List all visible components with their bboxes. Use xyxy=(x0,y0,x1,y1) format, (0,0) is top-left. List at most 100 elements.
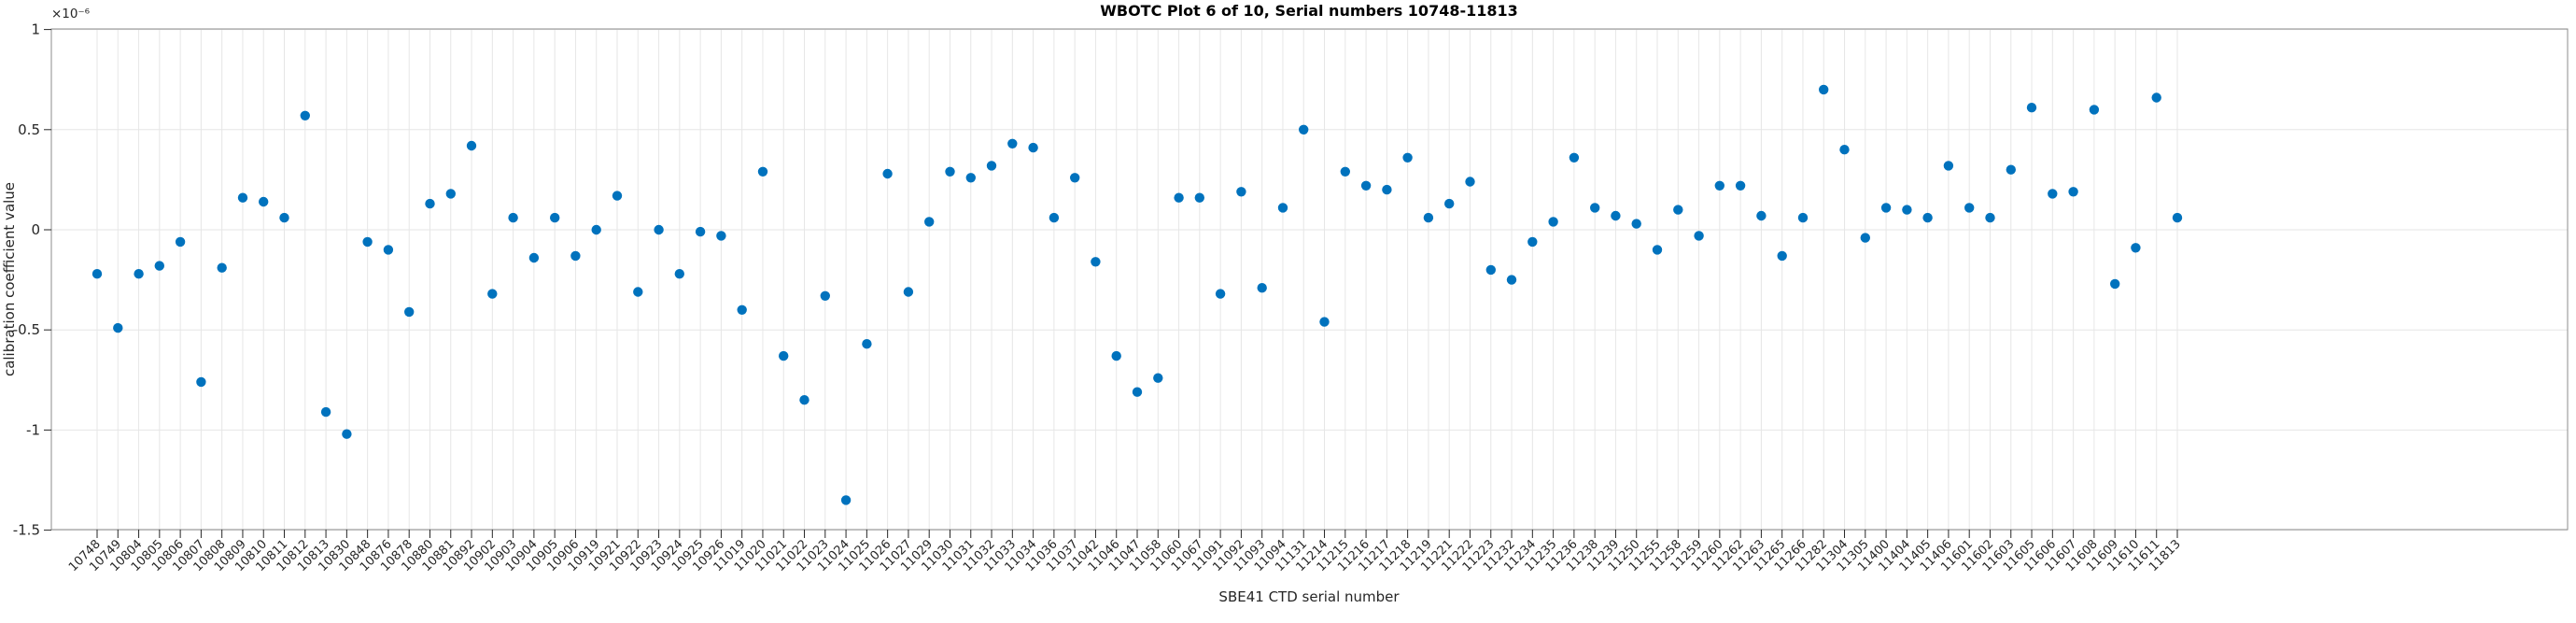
data-point xyxy=(508,212,518,223)
data-point xyxy=(716,231,726,241)
data-point xyxy=(1548,217,1558,227)
y-tick-label: -1.5 xyxy=(13,522,40,539)
data-point xyxy=(840,495,852,505)
data-point xyxy=(1714,180,1725,191)
data-point xyxy=(1694,231,1704,241)
y-tick-label: -0.5 xyxy=(13,321,40,338)
data-point xyxy=(2048,189,2058,199)
data-point xyxy=(674,269,684,279)
data-point xyxy=(779,350,789,361)
data-point xyxy=(1070,173,1080,183)
data-point xyxy=(1299,124,1309,135)
data-point xyxy=(1506,275,1517,285)
data-point xyxy=(1153,373,1163,383)
data-point xyxy=(1423,212,1434,223)
data-point xyxy=(1132,387,1143,397)
data-point xyxy=(1382,184,1392,195)
data-point xyxy=(591,224,601,235)
data-point xyxy=(924,217,935,227)
data-point xyxy=(1028,142,1038,153)
data-point xyxy=(91,269,103,279)
data-point xyxy=(1111,350,1121,361)
data-point xyxy=(1797,212,1809,223)
data-point xyxy=(633,287,643,297)
data-point xyxy=(1839,145,1850,155)
data-point xyxy=(1360,180,1372,191)
data-point xyxy=(342,429,352,439)
data-point xyxy=(259,196,269,207)
data-point xyxy=(1091,257,1101,267)
data-point xyxy=(383,245,394,255)
plot-box-frame xyxy=(50,28,2569,531)
y-tick-label: 0 xyxy=(31,221,40,238)
data-point xyxy=(1611,210,1621,221)
data-point xyxy=(1319,317,1330,327)
data-point xyxy=(1194,192,1205,203)
data-point xyxy=(1631,219,1641,229)
data-point xyxy=(654,224,664,235)
data-point xyxy=(445,189,456,199)
data-point xyxy=(237,192,248,203)
data-point xyxy=(986,161,997,171)
data-point xyxy=(612,191,623,201)
data-point xyxy=(425,198,435,209)
data-point xyxy=(945,166,955,177)
data-point xyxy=(113,322,123,333)
y-axis-label: calibration coefficient value xyxy=(1,182,18,376)
data-point xyxy=(1527,236,1538,248)
y-tick-label: 0.5 xyxy=(18,121,40,138)
y-tick-labels: 1 0.5 0 -0.5 -1 -1.5 xyxy=(13,21,40,539)
data-point xyxy=(1902,205,1912,215)
data-point xyxy=(2110,278,2120,290)
data-point xyxy=(1985,212,1995,223)
chart-title: WBOTC Plot 6 of 10, Serial numbers 10748… xyxy=(1100,2,1518,20)
data-point xyxy=(362,236,373,248)
data-point xyxy=(757,166,768,177)
data-point xyxy=(528,252,540,263)
data-point xyxy=(550,212,560,223)
data-point xyxy=(965,173,977,183)
data-point xyxy=(1465,177,1475,187)
data-point xyxy=(320,406,331,418)
data-point xyxy=(737,304,747,315)
data-point xyxy=(1590,203,1600,213)
data-point xyxy=(695,226,706,237)
data-point xyxy=(1277,203,1288,213)
data-point xyxy=(2089,105,2100,115)
data-point xyxy=(154,261,164,271)
data-point xyxy=(279,212,289,223)
y-tick-label: 1 xyxy=(31,21,40,38)
data-point xyxy=(1860,233,1871,243)
data-point xyxy=(2006,164,2016,175)
data-point xyxy=(1569,152,1580,163)
data-point xyxy=(196,376,206,388)
data-point xyxy=(217,262,227,273)
axis-tick-marks xyxy=(44,29,2178,538)
data-point xyxy=(1485,264,1497,276)
data-point xyxy=(882,168,893,179)
data-point xyxy=(2068,187,2078,197)
data-point xyxy=(2026,103,2037,113)
data-point xyxy=(1174,192,1184,203)
y-axis-exponent-label: ×10⁻⁶ xyxy=(51,7,90,21)
data-point xyxy=(2131,243,2141,253)
grid-lines xyxy=(51,29,2568,531)
data-point xyxy=(2172,212,2183,223)
data-point xyxy=(404,306,415,318)
data-point xyxy=(1735,180,1746,191)
data-point xyxy=(570,250,581,262)
data-point xyxy=(1652,245,1663,255)
axes-frame xyxy=(50,28,2569,531)
data-point xyxy=(1756,210,1767,221)
data-point xyxy=(1880,203,1892,213)
data-point xyxy=(1964,203,1975,213)
data-point xyxy=(134,269,144,279)
data-point xyxy=(1049,212,1060,223)
y-tick-label: -1 xyxy=(26,421,40,438)
data-point xyxy=(175,236,186,248)
data-point xyxy=(799,395,809,405)
x-tick-labels: 1074810749108041080510806108071080810809… xyxy=(66,537,2184,574)
data-point xyxy=(1943,161,1954,171)
